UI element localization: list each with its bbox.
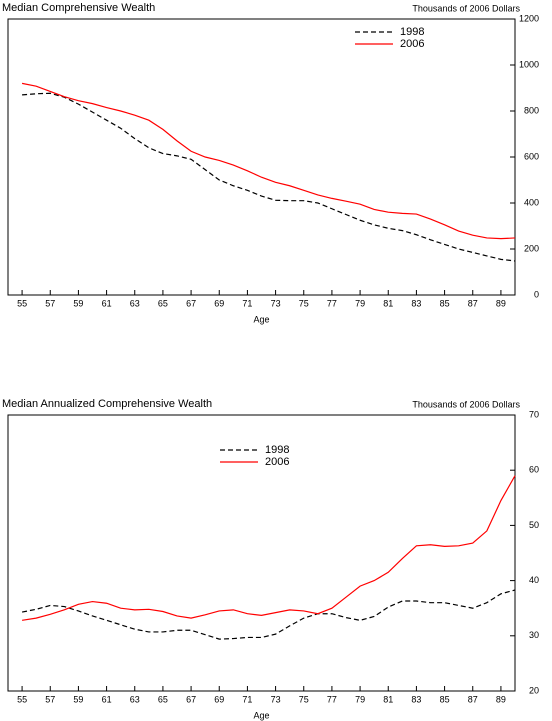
x-tick-label: 67 [186, 694, 196, 704]
x-tick-label: 89 [496, 298, 506, 308]
series-line [21, 589, 516, 640]
y-tick-label: 1000 [519, 59, 539, 69]
x-tick-label: 69 [214, 694, 224, 704]
legend-label: 2006 [400, 38, 424, 50]
x-tick-label: 85 [440, 298, 450, 308]
x-tick-label: 65 [158, 694, 168, 704]
x-tick-label: 71 [242, 298, 252, 308]
x-tick-label: 83 [411, 298, 421, 308]
x-tick-label: 77 [327, 298, 337, 308]
x-tick-label: 57 [45, 298, 55, 308]
y-tick-label: 200 [524, 243, 539, 253]
x-tick-label: 79 [355, 298, 365, 308]
x-tick-label: 59 [73, 694, 83, 704]
y-tick-label: 1200 [519, 13, 539, 23]
y-tick-label: 40 [529, 575, 539, 585]
series-line [21, 475, 516, 621]
legend-label: 2006 [265, 456, 289, 468]
x-tick-label: 61 [102, 298, 112, 308]
x-tick-label: 77 [327, 694, 337, 704]
chart-title: Median Annualized Comprehensive Wealth [2, 398, 212, 410]
y-tick-label: 800 [524, 105, 539, 115]
plot-frame [7, 414, 516, 692]
legend-label: 1998 [265, 444, 289, 456]
y-tick-label: 600 [524, 151, 539, 161]
x-tick-label: 89 [496, 694, 506, 704]
x-tick-label: 61 [102, 694, 112, 704]
y-tick-label: 30 [529, 630, 539, 640]
x-tick-label: 63 [130, 298, 140, 308]
x-tick-label: 55 [17, 298, 27, 308]
y-axis-label: Thousands of 2006 Dollars [412, 3, 520, 13]
x-tick-label: 69 [214, 298, 224, 308]
x-tick-label: 71 [242, 694, 252, 704]
x-tick-label: 59 [73, 298, 83, 308]
x-tick-label: 83 [411, 694, 421, 704]
x-tick-label: 81 [383, 298, 393, 308]
y-tick-label: 20 [529, 685, 539, 695]
x-tick-label: 65 [158, 298, 168, 308]
y-tick-label: 50 [529, 520, 539, 530]
plot-frame [7, 18, 516, 296]
y-tick-label: 70 [529, 409, 539, 419]
y-tick-label: 400 [524, 197, 539, 207]
y-tick-label: 60 [529, 465, 539, 475]
x-tick-label: 55 [17, 694, 27, 704]
x-tick-label: 79 [355, 694, 365, 704]
x-axis-label: Age [253, 710, 269, 720]
y-tick-label: 0 [534, 289, 539, 299]
x-tick-label: 73 [271, 694, 281, 704]
x-axis-label: Age [253, 314, 269, 324]
x-tick-label: 75 [299, 298, 309, 308]
x-tick-label: 57 [45, 694, 55, 704]
chart-title: Median Comprehensive Wealth [2, 2, 155, 14]
x-tick-label: 73 [271, 298, 281, 308]
series-line [21, 82, 516, 240]
y-axis-label: Thousands of 2006 Dollars [412, 399, 520, 409]
series-line [22, 92, 516, 262]
legend-label: 1998 [400, 26, 424, 38]
x-tick-label: 75 [299, 694, 309, 704]
x-tick-label: 87 [468, 298, 478, 308]
x-tick-label: 63 [130, 694, 140, 704]
x-tick-label: 87 [468, 694, 478, 704]
x-tick-label: 85 [440, 694, 450, 704]
x-tick-label: 81 [383, 694, 393, 704]
x-tick-label: 67 [186, 298, 196, 308]
